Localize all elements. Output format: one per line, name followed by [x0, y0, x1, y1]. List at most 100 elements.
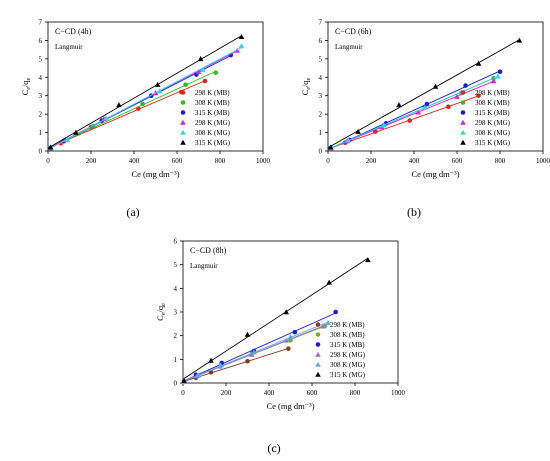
y-tick-label: 2	[319, 111, 323, 119]
legend-label: 308 K (MB)	[330, 331, 365, 339]
x-tick-label: 1000	[536, 157, 550, 165]
y-tick-label: 6	[39, 37, 43, 45]
data-point	[446, 104, 451, 110]
legend-marker	[460, 119, 466, 125]
x-tick-label: 400	[409, 157, 420, 165]
legend-entry: 298 K (MB)	[180, 89, 230, 97]
data-point	[195, 372, 201, 378]
legend-label: 308 K (MG)	[330, 361, 366, 369]
data-point	[197, 56, 204, 62]
data-point	[365, 257, 371, 263]
legend-marker	[315, 351, 321, 357]
legend-marker	[460, 90, 466, 95]
data-point	[183, 82, 188, 87]
data-point	[103, 115, 109, 121]
legend-label: 308 K (MG)	[195, 129, 231, 137]
legend-entry: 308 K (MB)	[315, 331, 365, 339]
x-axis-label: Ce (mg dm⁻³)	[131, 169, 179, 179]
data-point	[326, 279, 332, 285]
legend-entry: 308 K (MG)	[460, 129, 511, 137]
fit-line	[183, 321, 329, 382]
data-point	[421, 104, 428, 110]
fit-line	[330, 95, 479, 149]
data-point	[463, 83, 468, 88]
data-point	[454, 93, 460, 99]
data-point	[381, 122, 387, 128]
y-tick-label: 5	[319, 55, 323, 63]
y-tick-label: 6	[174, 238, 178, 246]
legend-entry: 298 K (MB)	[460, 89, 510, 97]
chart-subtitle: Langmuir	[190, 262, 218, 270]
data-point	[195, 68, 202, 74]
data-point	[490, 78, 497, 84]
x-tick-label: 200	[86, 157, 97, 165]
legend-label: 298 K (MG)	[195, 119, 231, 127]
data-point	[157, 88, 163, 94]
chart-title: C−CD (4h)	[55, 27, 92, 36]
x-tick-label: 600	[307, 389, 318, 397]
data-point	[424, 101, 430, 107]
data-point	[407, 118, 413, 123]
data-point	[287, 334, 294, 340]
data-point	[238, 33, 245, 39]
legend-marker	[315, 332, 321, 337]
legend-marker	[460, 129, 466, 135]
y-tick-label: 3	[174, 309, 178, 317]
panel-label-a: (a)	[126, 205, 139, 219]
y-tick-label: 3	[319, 92, 323, 100]
legend-marker	[460, 110, 466, 115]
chart-panel-b: 0 200 400 600 800 1000 0 1 2 3 4 5 6 7 Ce (mg dm⁻³) Ce/…	[300, 19, 550, 180]
y-axis-label: Ce/qe	[155, 303, 167, 321]
chart-subtitle: Langmuir	[335, 43, 363, 51]
x-tick-label: 800	[495, 157, 506, 165]
data-point	[516, 37, 523, 43]
y-tick-label: 6	[319, 37, 323, 45]
data-point	[476, 93, 481, 99]
legend-entry: 315 K (MB)	[460, 109, 510, 117]
y-tick-label: 3	[39, 92, 43, 100]
legend-entry: 298 K (MG)	[460, 119, 511, 127]
x-tick-label: 600	[172, 157, 183, 165]
data-point	[213, 70, 218, 75]
x-tick-label: 0	[46, 157, 50, 165]
x-tick-label: 0	[181, 389, 185, 397]
legend-label: 308 K (MB)	[195, 99, 230, 107]
data-point	[251, 349, 257, 355]
x-tick-label: 800	[350, 389, 361, 397]
x-tick-label: 800	[215, 157, 226, 165]
legend-entry: 315 K (MG)	[460, 139, 511, 147]
x-tick-label: 400	[264, 389, 275, 397]
fit-line	[183, 348, 289, 382]
data-point	[238, 43, 245, 49]
plot-frame	[47, 21, 264, 152]
legend-label: 315 K (MB)	[330, 341, 365, 349]
data-point	[497, 69, 503, 75]
legend-entry: 315 K (MG)	[180, 139, 231, 147]
x-axis-label: Ce (mg dm⁻³)	[411, 169, 459, 179]
data-point	[432, 83, 439, 89]
x-tick-label: 200	[366, 157, 377, 165]
fit-line	[183, 312, 336, 382]
series-315-k-mg	[327, 37, 523, 150]
fit-line	[330, 70, 501, 149]
fit-line	[330, 80, 494, 149]
y-tick-label: 5	[174, 261, 178, 269]
series-308-k-mg	[181, 319, 331, 384]
data-point	[200, 67, 206, 73]
x-tick-label: 200	[221, 389, 232, 397]
fit-line	[183, 257, 369, 379]
data-point	[333, 309, 338, 315]
legend-marker	[180, 129, 186, 135]
legend-marker	[180, 110, 186, 115]
x-tick-label: 0	[326, 157, 330, 165]
fit-line	[50, 70, 216, 148]
chart-panel-a: 0 200 400 600 800 1000 0 1 2 3 4 5 6 7 Ce (mg dm⁻³) Ce/…	[20, 19, 271, 180]
x-tick-label: 1000	[256, 157, 271, 165]
series-308-k-mb	[48, 70, 218, 151]
data-point	[64, 136, 71, 142]
data-point	[327, 144, 334, 150]
y-tick-label: 7	[319, 19, 323, 27]
data-point	[208, 357, 214, 363]
data-point	[217, 362, 224, 368]
chart-subtitle: Langmuir	[55, 43, 83, 51]
